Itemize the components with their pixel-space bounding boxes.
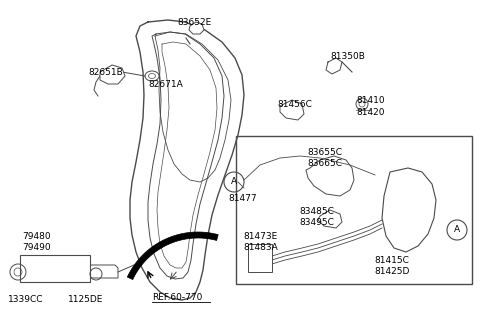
Text: 83655C: 83655C: [307, 148, 342, 157]
Text: 83485C: 83485C: [299, 207, 334, 216]
Text: 83665C: 83665C: [307, 159, 342, 168]
Polygon shape: [127, 232, 218, 279]
Text: 82671A: 82671A: [148, 80, 183, 89]
Polygon shape: [382, 168, 436, 252]
Text: 81420: 81420: [356, 108, 384, 117]
Polygon shape: [280, 100, 304, 120]
Text: A: A: [231, 177, 237, 187]
Polygon shape: [248, 244, 272, 272]
Polygon shape: [189, 22, 204, 34]
Polygon shape: [318, 210, 342, 228]
Text: 81410: 81410: [356, 96, 384, 105]
Text: 1125DE: 1125DE: [68, 295, 103, 304]
Polygon shape: [306, 156, 354, 196]
Text: 82651B: 82651B: [88, 68, 123, 77]
Text: 81425D: 81425D: [374, 267, 409, 276]
Text: 79490: 79490: [22, 243, 50, 252]
Polygon shape: [20, 255, 90, 282]
Text: 81483A: 81483A: [243, 243, 278, 252]
Text: 83495C: 83495C: [299, 218, 334, 227]
Text: 83652E: 83652E: [178, 18, 212, 27]
Polygon shape: [100, 65, 125, 84]
Text: REF.60-770: REF.60-770: [152, 293, 203, 302]
Text: 81456C: 81456C: [277, 100, 312, 109]
Text: A: A: [454, 226, 460, 235]
Text: 81350B: 81350B: [330, 52, 365, 61]
Text: 79480: 79480: [22, 232, 50, 241]
Text: 81415C: 81415C: [374, 256, 409, 265]
Text: 81473E: 81473E: [243, 232, 277, 241]
Text: 1339CC: 1339CC: [8, 295, 44, 304]
Text: 81477: 81477: [228, 194, 257, 203]
